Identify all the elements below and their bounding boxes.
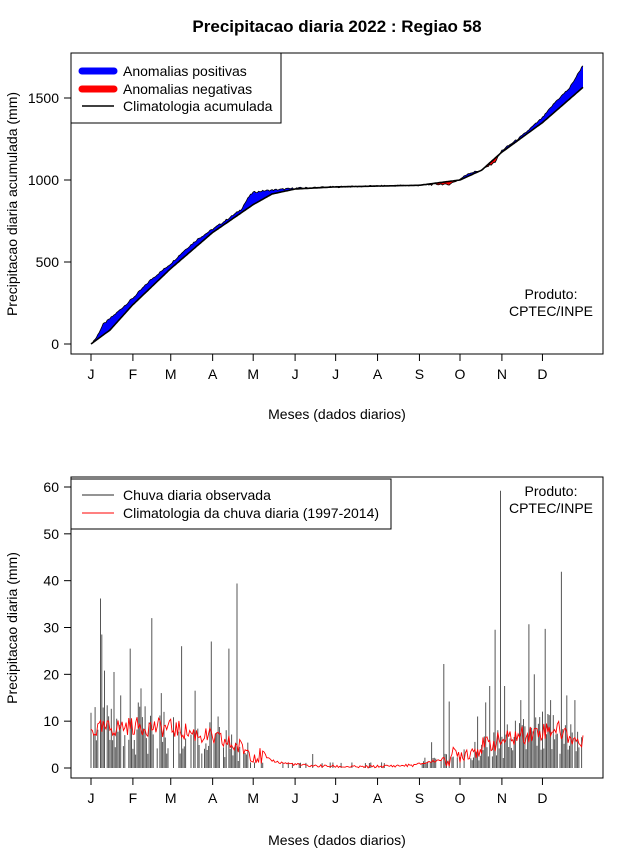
daily-y-tick-label: 0 <box>51 760 59 776</box>
daily-x-axis-label: Meses (dados diarios) <box>268 832 406 848</box>
daily-legend-box <box>70 478 392 530</box>
daily-legend: Chuva diaria observada Climatologia da c… <box>70 478 392 530</box>
daily-credit-line-2: CPTEC/INPE <box>509 500 593 516</box>
daily-bars <box>90 490 583 768</box>
daily-x-tick-label: M <box>247 790 259 806</box>
legend-label-climatology: Climatologia acumulada <box>123 98 273 114</box>
daily-x-tick-label: D <box>537 790 547 806</box>
accumulated-x-tick-label: J <box>88 366 95 382</box>
daily-y-tick-label: 60 <box>43 479 59 495</box>
daily-climatology <box>90 716 584 769</box>
climatology-accumulated-line <box>90 86 584 345</box>
accumulated-legend: Anomalias positivas Anomalias negativas … <box>70 52 282 124</box>
accumulated-x-tick-label: O <box>455 366 466 382</box>
daily-x-tick-label: N <box>497 790 507 806</box>
accumulated-x-tick-label: J <box>332 366 339 382</box>
legend-label-negative: Anomalias negativas <box>123 81 252 97</box>
legend-label-daily-climatology: Climatologia da chuva diaria (1997-2014) <box>123 505 379 521</box>
daily-y-axis-label: Precipitacao diaria (mm) <box>4 552 20 704</box>
accumulated-y-tick-label: 1000 <box>28 172 59 188</box>
daily-y-tick-label: 20 <box>43 666 59 682</box>
accumulated-x-tick-label: N <box>497 366 507 382</box>
daily-x-tick-label: S <box>415 790 424 806</box>
accumulated-y-tick-label: 1500 <box>28 90 59 106</box>
accumulated-x-axis-label: Meses (dados diarios) <box>268 406 406 422</box>
accumulated-credit-line-2: CPTEC/INPE <box>509 303 593 319</box>
daily-x-tick-label: J <box>88 790 95 806</box>
daily-y-tick-label: 50 <box>43 526 59 542</box>
daily-chart: 0 10 20 30 40 50 60 J F M A M J J A S O N D Meses (dados … <box>4 476 604 848</box>
daily-y-tick-label: 40 <box>43 573 59 589</box>
positive-anomaly-area <box>92 187 309 344</box>
daily-x-tick-label: A <box>208 790 218 806</box>
daily-x-tick-label: M <box>165 790 177 806</box>
accumulated-credit-line-1: Produto: <box>525 286 578 302</box>
accumulated-y-tick-label: 500 <box>36 254 60 270</box>
accumulated-x-tick-label: A <box>373 366 383 382</box>
accumulated-chart: 0 500 1000 1500 J F M A M J J A S O N D Meses (dados d… <box>4 52 604 422</box>
accumulated-y-axis-label: Precipitacao diaria acumulada (mm) <box>4 92 20 316</box>
daily-climatology-line <box>90 716 584 769</box>
accumulated-y-axis: 0 500 1000 1500 <box>28 90 72 352</box>
figure-title: Precipitacao diaria 2022 : Regiao 58 <box>192 17 481 36</box>
accumulated-y-tick-label: 0 <box>51 336 59 352</box>
accumulated-x-tick-label: S <box>415 366 424 382</box>
daily-y-tick-label: 10 <box>43 713 59 729</box>
daily-x-tick-label: J <box>292 790 299 806</box>
positive-anomaly-area <box>499 65 583 156</box>
daily-y-tick-label: 30 <box>43 620 59 636</box>
accumulated-x-tick-label: M <box>165 366 177 382</box>
daily-credit-line-1: Produto: <box>525 483 578 499</box>
accumulated-x-tick-label: A <box>208 366 218 382</box>
accumulated-x-tick-label: D <box>537 366 547 382</box>
accumulated-x-tick-label: F <box>129 366 138 382</box>
accumulated-lines <box>90 65 584 345</box>
legend-label-positive: Anomalias positivas <box>123 63 247 79</box>
legend-label-observed: Chuva diaria observada <box>123 487 271 503</box>
daily-x-tick-label: O <box>455 790 466 806</box>
daily-x-tick-label: F <box>129 790 138 806</box>
accumulated-x-tick-label: J <box>292 366 299 382</box>
daily-y-axis: 0 10 20 30 40 50 60 <box>43 479 72 776</box>
accumulated-x-tick-label: M <box>247 366 259 382</box>
daily-x-tick-label: J <box>332 790 339 806</box>
daily-x-tick-label: A <box>373 790 383 806</box>
